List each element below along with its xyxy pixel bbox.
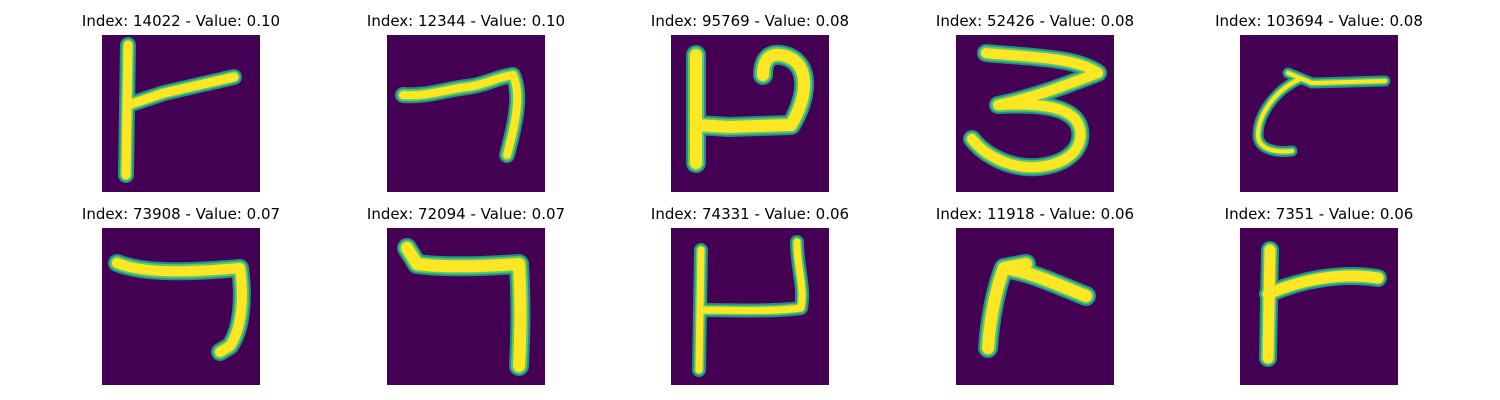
panel-3: Index: 95769 - Value: 0.08	[630, 12, 870, 192]
panel-1: Index: 14022 - Value: 0.10	[61, 12, 301, 192]
digit-image	[1240, 35, 1398, 192]
panel-title: Index: 11918 - Value: 0.06	[935, 205, 1135, 223]
digit-image	[387, 228, 545, 385]
panel-5: Index: 103694 - Value: 0.08	[1199, 12, 1439, 192]
panel-6: Index: 73908 - Value: 0.07	[61, 205, 301, 385]
digit-image	[956, 35, 1114, 192]
digit-image	[102, 35, 260, 192]
digit-image	[387, 35, 545, 192]
digit-image	[1240, 228, 1398, 385]
digit-image	[671, 228, 829, 385]
panel-title: Index: 14022 - Value: 0.10	[81, 12, 281, 30]
panel-title: Index: 73908 - Value: 0.07	[81, 205, 281, 223]
panel-7: Index: 72094 - Value: 0.07	[346, 205, 586, 385]
panel-9: Index: 11918 - Value: 0.06	[915, 205, 1155, 385]
digit-image	[102, 228, 260, 385]
panel-title: Index: 52426 - Value: 0.08	[935, 12, 1135, 30]
panel-4: Index: 52426 - Value: 0.08	[915, 12, 1155, 192]
panel-2: Index: 12344 - Value: 0.10	[346, 12, 586, 192]
digit-image	[956, 228, 1114, 385]
panel-10: Index: 7351 - Value: 0.06	[1199, 205, 1439, 385]
panel-title: Index: 7351 - Value: 0.06	[1224, 205, 1414, 223]
panel-title: Index: 72094 - Value: 0.07	[366, 205, 566, 223]
digit-image	[671, 35, 829, 192]
panel-title: Index: 12344 - Value: 0.10	[366, 12, 566, 30]
panel-title: Index: 74331 - Value: 0.06	[650, 205, 850, 223]
panel-title: Index: 95769 - Value: 0.08	[650, 12, 850, 30]
panel-title: Index: 103694 - Value: 0.08	[1215, 12, 1423, 30]
panel-8: Index: 74331 - Value: 0.06	[630, 205, 870, 385]
